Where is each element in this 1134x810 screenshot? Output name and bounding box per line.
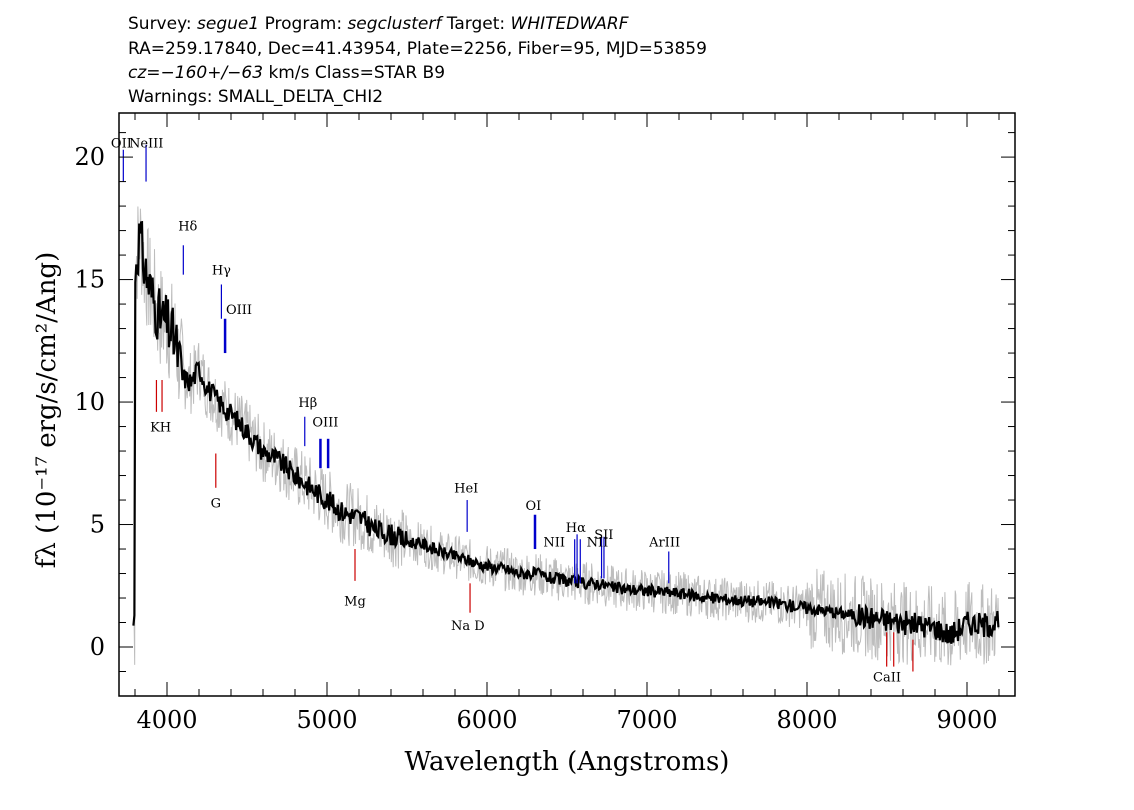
line-label-nii: NII bbox=[543, 536, 565, 551]
line-label-oiii: OIII bbox=[312, 416, 338, 431]
line-label-oii: OII bbox=[111, 136, 132, 151]
x-tick-label: 5000 bbox=[296, 706, 357, 734]
y-tick-label: 0 bbox=[90, 633, 105, 661]
line-label-hgamma: Hγ bbox=[212, 264, 231, 279]
line-label-hdelta: Hδ bbox=[178, 220, 197, 235]
line-label-g: G bbox=[211, 496, 221, 511]
header-line-1: Survey: segue1 Program: segclusterf Targ… bbox=[128, 14, 629, 34]
plot-frame bbox=[118, 112, 1016, 697]
class-text: km/s Class=STAR B9 bbox=[263, 63, 446, 83]
x-tick-label: 6000 bbox=[456, 706, 517, 734]
line-label-nad: Na D bbox=[451, 619, 485, 634]
program-value: segclusterf bbox=[347, 14, 442, 34]
line-label-hei: HeI bbox=[454, 482, 478, 497]
header-line-2: RA=259.17840, Dec=41.43954, Plate=2256, … bbox=[128, 39, 707, 59]
y-tick-label: 5 bbox=[90, 511, 105, 539]
x-tick-label: 7000 bbox=[616, 706, 677, 734]
axis-ticks: 4000 5000 6000 7000 8000 9000 0 5 10 15 20 bbox=[74, 113, 1015, 734]
line-label-nii: NII bbox=[587, 536, 609, 551]
y-tick-label: 20 bbox=[74, 143, 105, 171]
smoothed-flux-layer bbox=[132, 220, 1000, 644]
y-tick-label: 15 bbox=[74, 266, 105, 294]
cz-value: cz=−160+/−63 bbox=[128, 63, 264, 83]
survey-label: Survey: bbox=[128, 14, 198, 34]
line-label-ariii: ArIII bbox=[648, 536, 680, 551]
line-label-oi: OI bbox=[526, 499, 542, 514]
smoothed-flux-line bbox=[132, 220, 1000, 644]
line-label-caii: CaII bbox=[873, 670, 901, 685]
header-line-4: Warnings: SMALL_DELTA_CHI2 bbox=[128, 87, 384, 107]
survey-value: segue1 bbox=[197, 14, 260, 34]
line-label-halpha: Hα bbox=[566, 521, 586, 536]
line-label-mg: Mg bbox=[344, 594, 366, 609]
line-label-hbeta: Hβ bbox=[298, 396, 317, 411]
line-label-sii: SII bbox=[594, 528, 613, 543]
x-tick-label: 9000 bbox=[936, 706, 997, 734]
line-label-oiii: OIII bbox=[226, 303, 252, 318]
line-label-kh: KH bbox=[150, 420, 171, 435]
raw-flux-line bbox=[132, 206, 1000, 666]
line-label-neiii: NeIII bbox=[129, 136, 163, 151]
target-value: WHITEDWARF bbox=[510, 14, 629, 34]
y-axis-label: fλ (10⁻¹⁷ erg/s/cm²/Ang) bbox=[32, 252, 62, 568]
x-axis-label: Wavelength (Angstroms) bbox=[405, 747, 730, 777]
x-tick-label: 8000 bbox=[776, 706, 837, 734]
program-label: Program: bbox=[259, 14, 348, 34]
header-line-3: cz=−160+/−63 km/s Class=STAR B9 bbox=[128, 63, 445, 83]
y-tick-label: 10 bbox=[74, 388, 105, 416]
x-tick-label: 4000 bbox=[136, 706, 197, 734]
target-label: Target: bbox=[441, 14, 511, 34]
raw-flux-layer bbox=[132, 206, 1000, 666]
